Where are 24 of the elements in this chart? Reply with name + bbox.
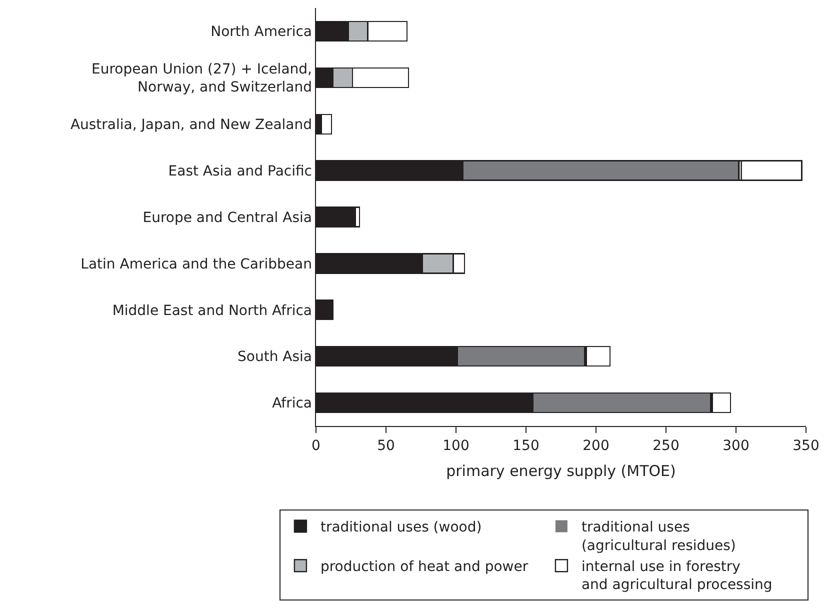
- x-tick-label: 50: [377, 438, 395, 454]
- x-tick-label: 250: [652, 438, 680, 454]
- bar: [741, 160, 802, 181]
- x-tick-label: 350: [792, 438, 820, 454]
- y-tick-label: Australia, Japan, and New Zealand: [70, 117, 312, 134]
- x-tick-label: 0: [312, 438, 320, 454]
- x-tick-label: 150: [512, 438, 540, 454]
- y-tick-label: East Asia and Pacific: [168, 163, 312, 180]
- y-tick-label: Latin America and the Caribbean: [80, 256, 312, 272]
- legend-label: traditional uses (agricultural residues): [581, 520, 736, 554]
- legend-label: production of heat and power: [320, 559, 528, 576]
- bar: [354, 206, 360, 228]
- legend-label: internal use in forestry and agricultural processing: [581, 559, 772, 594]
- x-tick-label: 300: [722, 438, 750, 454]
- y-tick-label: South Asia: [238, 349, 312, 366]
- y-tick-label: European Union (27) + Iceland, Norway, and Switzerland: [91, 61, 312, 96]
- legend-label: traditional uses (wood): [320, 520, 482, 536]
- x-tick-label: 200: [582, 438, 610, 454]
- x-axis-title: primary energy supply (MTOE): [446, 462, 676, 480]
- y-tick-label: Middle East and North Africa: [112, 302, 312, 319]
- y-tick-label: Europe and Central Asia: [142, 210, 312, 226]
- y-tick-label: North America: [210, 24, 312, 40]
- x-tick-label: 100: [442, 438, 470, 454]
- y-tick-label: Africa: [272, 396, 312, 412]
